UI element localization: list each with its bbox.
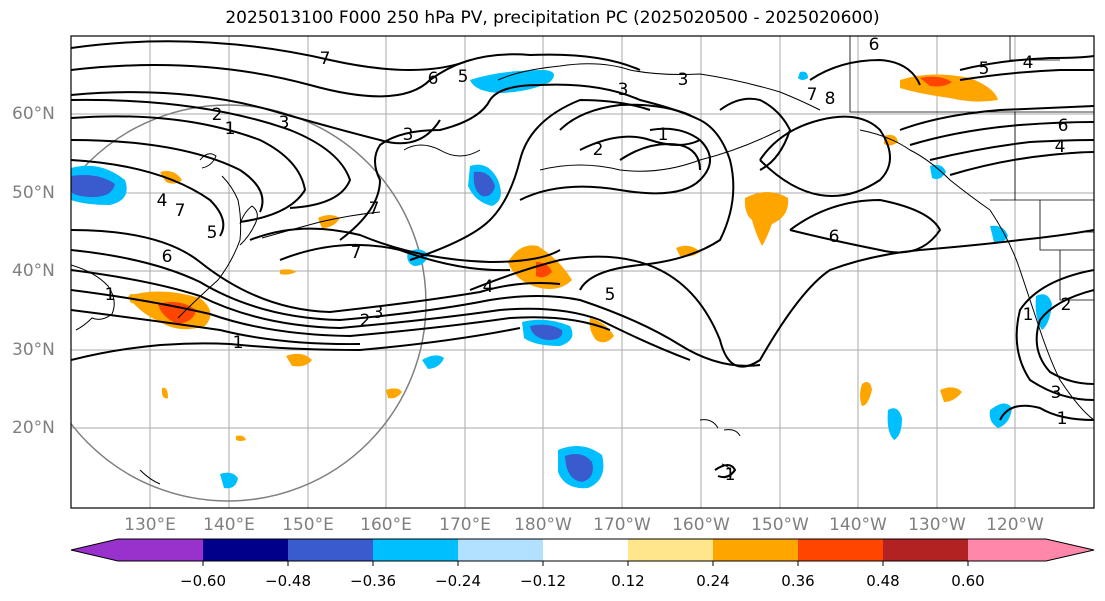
lon-label-140w: 140°W — [829, 515, 887, 535]
contour-label: 8 — [825, 89, 836, 109]
colorbar-extend-left — [71, 539, 118, 561]
contour-label: 1 — [105, 285, 116, 305]
colorbar-segment — [713, 539, 798, 561]
lon-label-160e: 160°E — [360, 515, 412, 535]
colorbar-tick: −0.48 — [265, 572, 311, 590]
lon-label-150e: 150°E — [282, 515, 334, 535]
contour-label: 5 — [605, 285, 616, 305]
borders — [849, 36, 1094, 301]
colorbar-segment — [203, 539, 288, 561]
colorbar-tick: 0.60 — [951, 572, 985, 590]
colorbar-segment — [373, 539, 458, 561]
colorbar-tick: 0.12 — [611, 572, 645, 590]
contour-label: 7 — [807, 85, 818, 105]
colorbar-segment — [628, 539, 713, 561]
colorbar-tick: 0.48 — [866, 572, 900, 590]
lat-label-40n: 40°N — [12, 261, 55, 281]
lon-label-140e: 140°E — [203, 515, 255, 535]
contour-label: 4 — [1055, 137, 1066, 157]
positive-precip-blobs — [128, 74, 998, 441]
contour-label: 1 — [1057, 409, 1068, 429]
colorbar-tick: 0.36 — [781, 572, 815, 590]
lat-label-50n: 50°N — [12, 183, 55, 203]
colorbar-segment — [968, 539, 1046, 561]
lat-label-30n: 30°N — [12, 340, 55, 360]
lon-label-120w: 120°W — [986, 515, 1044, 535]
colorbar-tick: 0.24 — [696, 572, 730, 590]
contour-label: 5 — [979, 59, 990, 79]
contour-label: 2 — [360, 311, 371, 331]
contour-label: 4 — [1023, 53, 1034, 73]
contour-label: 2 — [212, 105, 223, 125]
contour-label: 6 — [829, 227, 840, 247]
contour-label: 1 — [225, 119, 236, 139]
lon-label-160w: 160°W — [672, 515, 730, 535]
colorbar-segment — [883, 539, 968, 561]
contour-label: 3 — [373, 303, 384, 323]
contour-label: 3 — [1051, 383, 1062, 403]
gridlines — [71, 36, 1094, 508]
lon-label-180w: 180°W — [514, 515, 572, 535]
colorbar-segment — [288, 539, 373, 561]
contour-label: 6 — [869, 35, 880, 55]
lon-label-170w: 170°W — [593, 515, 651, 535]
coastlines — [71, 63, 1094, 485]
lat-label-60n: 60°N — [12, 104, 55, 124]
contour-label: 1 — [233, 333, 244, 353]
contour-label: 1 — [1023, 305, 1034, 325]
contour-labels: 7 6 5 3 3 3 2 1 3 2 1 7 8 6 5 4 6 4 7 5 … — [105, 35, 1072, 485]
map-frame — [70, 35, 1095, 509]
colorbar-segment — [458, 539, 543, 561]
lon-label-130w: 130°W — [908, 515, 966, 535]
colorbar-segment — [798, 539, 883, 561]
map-title: 2025013100 F000 250 hPa PV, precipitatio… — [225, 8, 880, 28]
lon-label-150w: 150°W — [751, 515, 809, 535]
contour-label: 4 — [483, 277, 494, 297]
contour-label: 3 — [403, 125, 414, 145]
contour-label: 1 — [658, 125, 669, 145]
lon-label-130e: 130°E — [124, 515, 176, 535]
contour-label: 3 — [618, 80, 629, 100]
colorbar — [70, 538, 1095, 566]
contour-label: 6 — [428, 69, 439, 89]
contour-label: 7 — [320, 49, 331, 69]
colorbar-tick: −0.60 — [180, 572, 226, 590]
colorbar-tick: −0.24 — [435, 572, 481, 590]
contour-label: 3 — [678, 70, 689, 90]
contour-label: 1 — [725, 465, 736, 485]
pv-contours — [71, 40, 1094, 479]
contour-label: 3 — [279, 113, 290, 133]
contour-label: 5 — [458, 67, 469, 87]
colorbar-segment — [118, 539, 203, 561]
colorbar-tick: −0.36 — [350, 572, 396, 590]
contour-label: 7 — [369, 199, 380, 219]
negative-precip-blobs — [71, 70, 1052, 489]
colorbar-segment — [543, 539, 628, 561]
contour-label: 6 — [1058, 116, 1069, 136]
colorbar-extend-right — [1046, 539, 1094, 561]
contour-label: 2 — [593, 140, 604, 160]
colorbar-outline — [70, 538, 1095, 562]
colorbar-tick: −0.12 — [520, 572, 566, 590]
lat-label-20n: 20°N — [12, 418, 55, 438]
reference-circle — [71, 104, 427, 502]
contour-label: 7 — [351, 243, 362, 263]
lon-label-170e: 170°E — [439, 515, 491, 535]
contour-label: 4 — [157, 191, 168, 211]
contour-label: 2 — [1061, 295, 1072, 315]
contour-label: 7 — [175, 201, 186, 221]
contour-label: 6 — [162, 247, 173, 267]
contour-label: 5 — [207, 223, 218, 243]
